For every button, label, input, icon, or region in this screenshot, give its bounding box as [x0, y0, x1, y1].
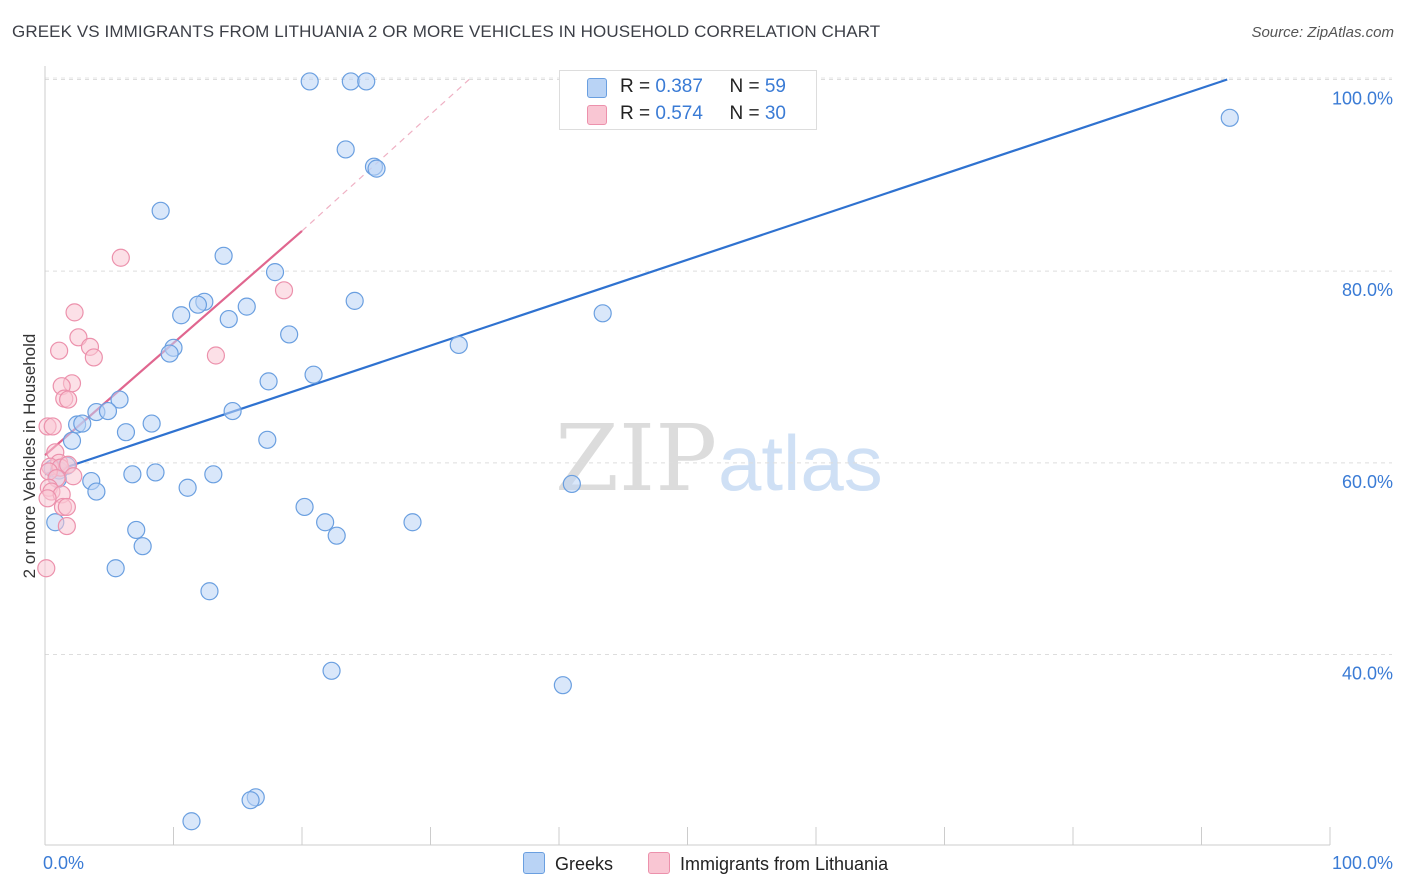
point-greeks-11 [265, 263, 285, 282]
point-greeks-51 [327, 526, 346, 545]
point-greeks-8 [367, 159, 386, 178]
point-greeks-19 [280, 325, 299, 344]
watermark-zip: ZIP [555, 405, 717, 512]
point-lithuania-20 [64, 467, 83, 486]
source-label: Source: ZipAtlas.com [1251, 24, 1394, 41]
point-greeks-55 [322, 661, 341, 680]
y-tick-label-40: 40.0% [1342, 664, 1393, 684]
data-points [37, 72, 1239, 831]
bottom-legend-lithuania: Immigrants from Lithuania [648, 852, 888, 875]
point-greeks-31 [142, 414, 161, 433]
legend-greeks-n-value: 59 [764, 76, 786, 97]
legend-greeks-r-value: 0.387 [655, 76, 703, 97]
point-lithuania-1 [274, 281, 294, 300]
legend-lith-n-value: 30 [764, 103, 786, 124]
point-lithuania-28 [57, 516, 76, 536]
y-tick-label-100: 100.0% [1332, 89, 1393, 109]
point-greeks-25 [110, 390, 129, 409]
point-greeks-1 [341, 72, 360, 91]
trend-line-greeks [44, 78, 1228, 476]
point-greeks-53 [106, 559, 125, 578]
point-lithuania-29 [37, 559, 56, 578]
point-greeks-45 [562, 474, 581, 494]
chart-title: GREEK VS IMMIGRANTS FROM LITHUANIA 2 OR … [12, 22, 881, 41]
point-greeks-58 [241, 791, 260, 810]
point-lithuania-7 [206, 346, 226, 365]
point-greeks-59 [182, 812, 201, 831]
legend-lith-r-label: R = [620, 103, 656, 124]
point-lithuania-6 [84, 348, 103, 367]
point-greeks-9 [151, 201, 170, 220]
point-lithuania-25 [38, 489, 57, 508]
point-greeks-15 [345, 291, 364, 310]
legend-swatch-lithuania [587, 105, 607, 125]
point-lithuania-2 [65, 303, 84, 322]
point-greeks-16 [172, 306, 191, 325]
point-greeks-24 [259, 372, 278, 391]
point-greeks-34 [62, 431, 82, 450]
point-greeks-22 [449, 335, 468, 355]
point-greeks-6 [336, 140, 355, 159]
y-tick-label-80: 80.0% [1342, 280, 1393, 300]
legend-swatch-greeks [587, 78, 607, 98]
x-tick-label-min: 0.0% [43, 853, 84, 873]
point-greeks-46 [295, 497, 314, 517]
x-tick-label-max: 100.0% [1332, 853, 1393, 873]
axes [44, 66, 1331, 846]
point-greeks-27 [98, 401, 118, 421]
point-greeks-39 [146, 463, 165, 482]
legend-greeks-r-label: R = [620, 76, 656, 97]
y-tick-label-60: 60.0% [1342, 472, 1393, 492]
point-greeks-0 [300, 72, 319, 91]
stats-legend: R = 0.387 N = 59 R = 0.574 N = 30 [559, 70, 817, 130]
gridlines [45, 77, 1392, 655]
point-greeks-52 [133, 537, 152, 556]
bottom-legend-label-lithuania: Immigrants from Lithuania [680, 854, 889, 874]
point-lithuania-13 [43, 417, 62, 436]
point-greeks-54 [200, 582, 219, 601]
bottom-legend-swatch-greeks [523, 852, 545, 874]
point-greeks-32 [116, 423, 136, 442]
point-greeks-21 [160, 344, 179, 363]
point-greeks-2 [357, 72, 376, 91]
point-greeks-13 [188, 295, 208, 314]
point-greeks-56 [553, 676, 572, 695]
legend-greeks-n-label: N = [729, 76, 765, 97]
point-greeks-44 [178, 478, 197, 497]
bottom-legend-label-greeks: Greeks [555, 854, 614, 874]
bottom-legend-swatch-lithuania [648, 852, 670, 874]
legend-lith-r-value: 0.574 [655, 103, 703, 124]
point-greeks-43 [87, 482, 106, 501]
point-greeks-30 [73, 414, 92, 433]
trend-line-lithuania-extension [301, 79, 470, 232]
point-greeks-33 [258, 430, 277, 449]
legend-lith-n-label: N = [729, 103, 765, 124]
point-greeks-47 [316, 513, 335, 532]
point-greeks-23 [304, 365, 323, 384]
point-greeks-50 [127, 520, 146, 540]
bottom-legend-greeks: Greeks [523, 852, 613, 875]
point-greeks-38 [123, 465, 142, 484]
watermark: ZIP atlas [555, 405, 883, 512]
point-lithuania-11 [59, 390, 78, 409]
point-greeks-18 [593, 304, 612, 323]
point-greeks-17 [219, 309, 238, 329]
point-greeks-5 [1220, 108, 1239, 127]
point-greeks-28 [223, 401, 242, 421]
point-greeks-10 [214, 246, 233, 265]
point-greeks-48 [403, 513, 422, 532]
point-greeks-40 [204, 465, 223, 484]
point-lithuania-0 [111, 248, 130, 267]
tick-labels: 40.0% 60.0% 80.0% 100.0% 0.0% 100.0% [43, 89, 1393, 874]
point-lithuania-5 [50, 341, 69, 360]
point-lithuania-27 [57, 497, 76, 517]
point-greeks-14 [237, 297, 256, 316]
